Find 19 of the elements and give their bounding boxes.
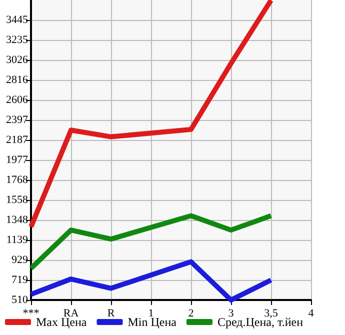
y-tick-label: 1977 xyxy=(6,154,28,166)
y-tick-label: 2816 xyxy=(6,74,28,86)
y-tick-label: 2397 xyxy=(6,114,28,126)
y-tick-label: 2187 xyxy=(6,134,28,146)
y-tick-label: 3445 xyxy=(6,14,28,26)
x-tick-label: 3 xyxy=(228,308,234,320)
y-tick-label: 719 xyxy=(12,274,28,286)
x-tick-label: 4 xyxy=(308,308,314,320)
y-tick-label: 1139 xyxy=(6,234,28,246)
y-tick-label: 3026 xyxy=(6,54,28,66)
y-tick-label: 2606 xyxy=(6,94,28,106)
x-tick-label: 2 xyxy=(188,308,194,320)
y-tick-label: 1558 xyxy=(6,194,28,206)
y-tick-label: 3235 xyxy=(6,34,28,46)
y-tick-label: 510 xyxy=(12,294,28,306)
y-tick-label: 929 xyxy=(12,254,28,266)
y-tick-label: 1768 xyxy=(6,174,28,186)
y-tick-label: 1348 xyxy=(6,214,28,226)
x-tick-label: R xyxy=(107,308,116,320)
